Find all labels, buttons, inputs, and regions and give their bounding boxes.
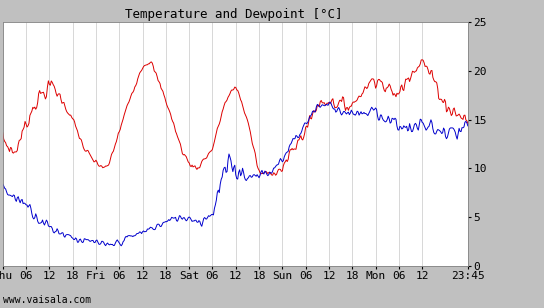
Text: www.vaisala.com: www.vaisala.com <box>3 295 91 305</box>
Text: Temperature and Dewpoint [°C]: Temperature and Dewpoint [°C] <box>125 8 343 21</box>
